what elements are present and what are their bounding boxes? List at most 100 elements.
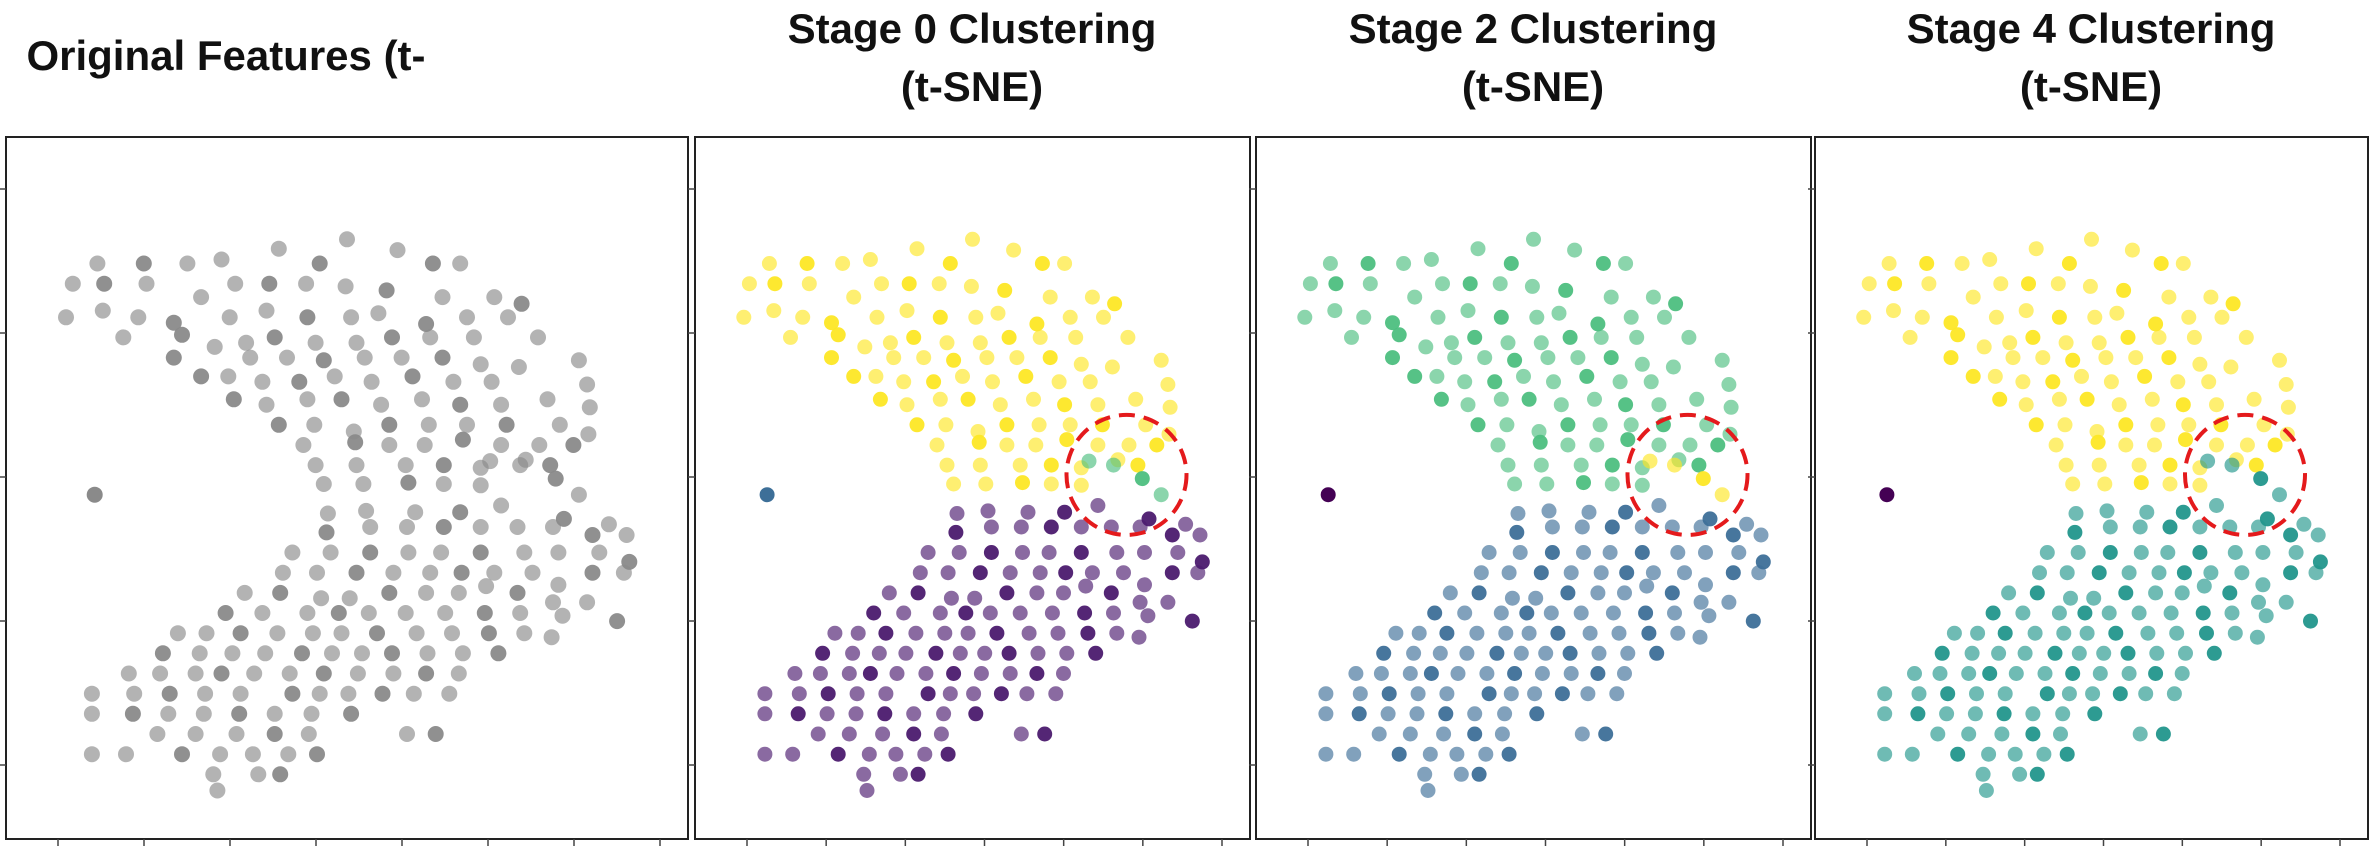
data-point-upper [1042, 350, 1058, 366]
data-point-lower [1634, 519, 1650, 535]
data-point-upper [356, 349, 373, 366]
data-point-lower [1593, 565, 1609, 581]
data-point-upper [992, 397, 1008, 413]
data-point-upper [1976, 339, 1992, 355]
data-point-upper [2091, 457, 2107, 473]
data-point-lower [1550, 625, 1566, 641]
data-point-lower [861, 746, 877, 762]
data-point-lower [2160, 545, 2176, 560]
data-point-lower [910, 585, 926, 601]
data-point-upper [459, 416, 475, 433]
data-point-upper [581, 399, 598, 416]
data-point-upper [424, 255, 441, 272]
data-point-lower [1058, 565, 1074, 581]
data-point-lower [2029, 766, 2045, 782]
data-point-lower [937, 625, 953, 641]
data-point-upper [1992, 391, 2008, 407]
data-point-lower [949, 506, 965, 521]
data-point-upper [1710, 437, 1726, 453]
data-point-lower [1050, 625, 1066, 641]
data-point-lower [516, 625, 533, 642]
data-point-lower [550, 576, 567, 593]
data-point-lower [349, 665, 366, 682]
data-point-lower [362, 519, 379, 535]
data-point-lower [476, 605, 493, 621]
data-point-lower [1521, 625, 1537, 641]
data-point-upper [530, 329, 546, 346]
data-point-lower [2308, 565, 2324, 581]
data-point-upper [799, 256, 815, 271]
plot-frame [1255, 136, 1812, 840]
data-point-upper [1612, 374, 1628, 390]
data-point-lower [1939, 706, 1955, 722]
data-point-upper [942, 256, 958, 271]
data-point-upper [2065, 476, 2081, 492]
data-point-upper [1493, 309, 1509, 325]
data-point-upper [1965, 289, 1981, 305]
data-point-lower [1975, 766, 1991, 782]
data-point-upper [2209, 437, 2224, 453]
data-point-lower [1442, 585, 1458, 601]
data-point-lower [2070, 545, 2086, 560]
data-point-lower [472, 544, 489, 561]
data-point-lower [299, 605, 316, 621]
data-point-lower [1967, 706, 1983, 722]
data-point-lower [152, 665, 169, 682]
data-point-lower [1420, 783, 1436, 798]
data-point-lower [1019, 686, 1035, 702]
data-point-upper [916, 350, 932, 366]
data-point-upper [1149, 437, 1165, 453]
data-point-upper [291, 373, 308, 390]
data-point-upper [434, 349, 451, 366]
data-point-upper [1160, 377, 1176, 392]
data-point-lower [2012, 766, 2028, 782]
data-point-lower [1581, 504, 1597, 520]
data-point-upper [2018, 397, 2034, 413]
data-point-upper [868, 368, 884, 384]
data-point-boundary [1714, 487, 1730, 503]
data-point-lower [1376, 645, 1392, 661]
data-point-upper [221, 309, 238, 326]
data-point-lower [2155, 726, 2171, 742]
data-point-lower [2310, 527, 2326, 543]
data-point-lower [524, 564, 541, 581]
data-point-upper [824, 315, 839, 331]
data-point-lower [982, 605, 998, 621]
data-point-lower [912, 565, 928, 581]
data-point-lower [1020, 504, 1036, 520]
data-point-lower [1109, 625, 1125, 641]
data-point-upper [1603, 350, 1619, 366]
data-point-lower [254, 605, 271, 621]
data-point-upper [795, 309, 811, 325]
data-point-lower [236, 584, 253, 601]
data-point-lower [1030, 645, 1046, 661]
data-point-upper [2028, 417, 2044, 433]
data-point-lower [1077, 605, 1093, 621]
data-point-lower [1698, 577, 1713, 593]
data-point-upper [1723, 399, 1739, 415]
data-point-upper [2181, 417, 2197, 433]
data-point-lower [381, 584, 398, 601]
data-point-upper [1031, 417, 1047, 433]
data-point-lower [2029, 585, 2045, 601]
data-point-lower [1015, 545, 1030, 560]
data-point-lower [2133, 545, 2149, 560]
data-point-lower [1617, 666, 1632, 681]
data-point-upper [89, 255, 106, 272]
data-point-lower [2192, 545, 2208, 560]
data-point-upper [1385, 315, 1400, 331]
data-point-lower [1318, 706, 1334, 722]
data-point-upper [1120, 329, 1136, 345]
data-point-upper [1902, 329, 1918, 345]
data-point-lower [149, 726, 166, 742]
data-point-upper [2214, 309, 2230, 325]
data-point-upper [1620, 432, 1636, 448]
data-point-upper [1470, 417, 1486, 433]
data-point-lower [1352, 686, 1368, 702]
data-point-lower [819, 706, 835, 722]
data-point-lower [427, 726, 444, 742]
data-point-lower [1877, 706, 1893, 722]
data-point-lower [246, 665, 263, 682]
data-point-upper [1618, 397, 1634, 413]
data-point-upper [2028, 241, 2044, 257]
